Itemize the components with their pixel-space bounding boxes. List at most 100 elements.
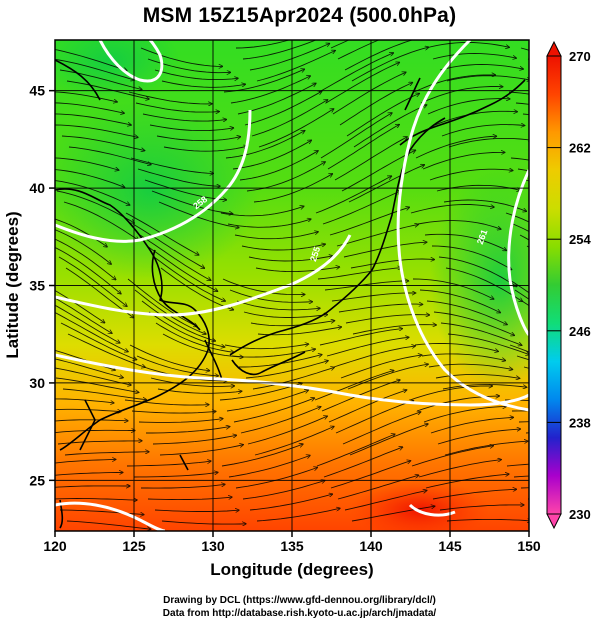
streamline — [321, 380, 400, 412]
streamline — [525, 432, 529, 434]
streamline — [425, 474, 509, 489]
streamline — [332, 72, 406, 115]
streamline — [514, 289, 529, 300]
streamline — [434, 111, 517, 126]
streamline — [315, 176, 391, 214]
streamline — [533, 442, 599, 444]
streamline — [411, 446, 493, 467]
streamline — [418, 460, 501, 478]
streamline — [415, 136, 497, 159]
streamline — [505, 212, 529, 223]
streamline — [532, 191, 599, 227]
streamline — [146, 427, 230, 434]
streamline — [344, 40, 422, 71]
y-tick-label: 40 — [29, 180, 45, 196]
coastlines — [55, 59, 526, 529]
streamline — [152, 435, 236, 445]
streamline — [314, 371, 394, 401]
streamline — [137, 168, 220, 186]
streamline — [55, 157, 119, 170]
streamline — [531, 378, 599, 394]
streamline — [423, 407, 506, 423]
streamline — [161, 520, 246, 524]
streamline — [236, 300, 320, 310]
streamline — [55, 398, 114, 403]
streamline — [432, 489, 516, 500]
streamline — [128, 91, 212, 104]
streamline — [322, 191, 400, 225]
streamline — [255, 267, 340, 273]
colorbar-label: 246 — [569, 324, 591, 339]
streamline — [353, 105, 427, 148]
streamline — [61, 135, 145, 151]
streamline — [230, 76, 310, 104]
x-tick-label: 125 — [122, 538, 146, 554]
streamline — [324, 281, 409, 291]
streamline — [150, 377, 234, 386]
streamline — [422, 152, 505, 170]
x-axis-label: Longitude (degrees) — [210, 560, 373, 579]
streamline — [140, 47, 222, 66]
streamline — [229, 289, 312, 302]
streamline — [55, 408, 121, 411]
x-tick-label: 130 — [201, 538, 225, 554]
streamline — [535, 70, 599, 91]
streamline — [534, 257, 599, 308]
streamline — [242, 481, 325, 500]
streamline — [419, 289, 500, 313]
streamline — [256, 508, 340, 522]
streamline — [64, 452, 149, 456]
streamline — [442, 384, 527, 390]
streamline — [146, 245, 218, 291]
streamline — [240, 407, 321, 434]
streamline — [241, 244, 325, 251]
streamline — [226, 390, 308, 412]
streamline — [427, 99, 510, 115]
streamline — [439, 64, 523, 71]
streamline — [132, 223, 204, 268]
y-axis-label: Latitude (degrees) — [3, 211, 22, 358]
streamline — [124, 399, 209, 405]
streamline — [421, 353, 505, 361]
streamline — [55, 486, 130, 488]
streamline — [129, 344, 210, 371]
streamline — [239, 151, 318, 181]
streamline — [437, 429, 520, 445]
streamline — [333, 346, 415, 368]
streamline — [231, 349, 315, 358]
streamline — [337, 475, 419, 500]
y-axis-ticks: 25 30 35 40 45 — [29, 83, 55, 488]
streamline — [60, 322, 137, 360]
streamline — [62, 388, 146, 400]
streamline — [429, 169, 513, 181]
streamline — [440, 322, 522, 345]
streamline — [66, 80, 149, 99]
streamline — [131, 411, 216, 413]
colorbar-label: 238 — [569, 415, 591, 430]
page-title: MSM 15Z15Apr2024 (500.0hPa) — [142, 4, 457, 27]
streamline — [59, 69, 142, 90]
streamline — [141, 300, 215, 341]
streamline — [161, 80, 245, 88]
streamline — [63, 201, 138, 240]
streamline — [55, 377, 139, 392]
streamline — [55, 420, 128, 422]
colorbar-label: 262 — [569, 141, 591, 156]
streamline — [55, 124, 138, 137]
x-axis-ticks: 120 125 130 135 140 145 150 — [43, 531, 541, 554]
streamline — [135, 102, 219, 112]
streamline — [133, 472, 218, 478]
isotherm-contours — [55, 40, 529, 531]
y-tick-label: 35 — [29, 278, 45, 294]
streamline — [249, 44, 330, 71]
streamline — [237, 83, 316, 115]
colorbar-label: 270 — [569, 49, 591, 64]
streamline — [447, 333, 529, 355]
streamline — [325, 62, 399, 104]
streamline — [246, 162, 325, 192]
colorbar-label: 230 — [569, 507, 591, 522]
x-tick-label: 120 — [43, 538, 67, 554]
streamline — [335, 401, 414, 434]
